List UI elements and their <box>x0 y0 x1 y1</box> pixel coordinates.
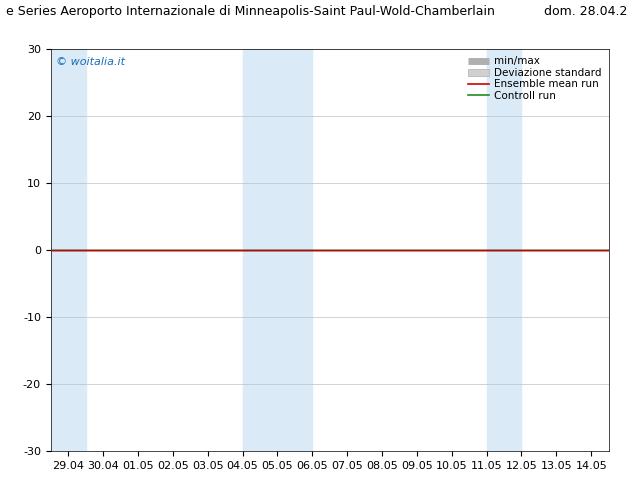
Text: © woitalia.it: © woitalia.it <box>56 57 126 67</box>
Bar <box>51 49 86 451</box>
Bar <box>242 49 312 451</box>
Legend: min/max, Deviazione standard, Ensemble mean run, Controll run: min/max, Deviazione standard, Ensemble m… <box>466 54 604 103</box>
Bar <box>486 49 521 451</box>
Text: e Series Aeroporto Internazionale di Minneapolis-Saint Paul-Wold-Chamberlain: e Series Aeroporto Internazionale di Min… <box>6 5 495 18</box>
Text: dom. 28.04.2: dom. 28.04.2 <box>544 5 628 18</box>
